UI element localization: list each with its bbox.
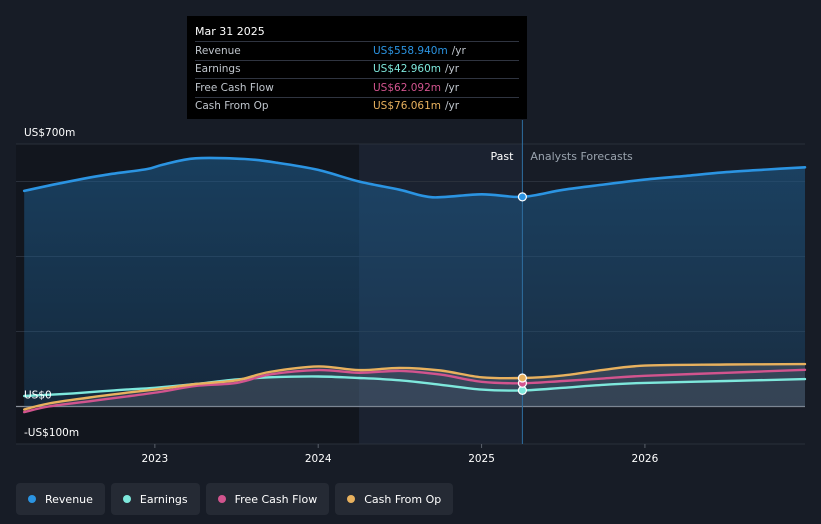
tooltip-unit: /yr: [451, 44, 466, 57]
revenue-area: [24, 157, 805, 407]
tooltip-row-revenue: Revenue US$558.940m /yr: [195, 41, 519, 60]
legend-item-earnings[interactable]: Earnings: [110, 483, 200, 515]
tooltip-unit: /yr: [445, 81, 460, 94]
series-line-cash-from-op: [23, 362, 807, 411]
series-line-earnings: [23, 375, 807, 398]
tooltip-label: Cash From Op: [195, 100, 269, 113]
legend: Revenue Earnings Free Cash Flow Cash Fro…: [16, 483, 454, 515]
present-markers: [517, 192, 527, 395]
marker-cash-from-op: [517, 373, 527, 383]
tooltip-label: Revenue: [195, 44, 241, 57]
tooltip-date: Mar 31 2025: [195, 25, 265, 38]
legend-dot-icon: [217, 495, 226, 503]
x-tick-label: 2026: [632, 453, 659, 465]
tooltip-row-earnings: Earnings US$42.960m /yr: [195, 59, 519, 79]
legend-label: Earnings: [139, 492, 188, 506]
legend-dot-icon: [347, 495, 356, 503]
legend-dot-icon: [28, 495, 36, 503]
legend-label: Cash From Op: [364, 492, 442, 506]
past-label: Past: [490, 150, 514, 163]
y-axis: US$700m US$0 -US$100m: [24, 127, 79, 439]
tooltip-unit: /yr: [445, 63, 460, 76]
forecast-label: Analysts Forecasts: [530, 150, 633, 163]
legend-label: Free Cash Flow: [234, 492, 318, 506]
legend-dot-icon: [122, 495, 131, 503]
x-tick-label: 2025: [468, 453, 495, 465]
y-tick-label: -US$100m: [24, 427, 79, 439]
tooltip-value: US$62.092m: [373, 81, 441, 94]
series-lines: [22, 156, 807, 414]
cashflow-area: [24, 364, 805, 410]
tooltip-value: US$558.940m: [373, 44, 448, 57]
x-tick-label: 2023: [141, 453, 168, 465]
x-axis: 2023 2024 2025 2026: [141, 444, 659, 465]
series-line-free-cash-flow: [23, 368, 807, 414]
tooltip: Mar 31 2025 Revenue US$558.940m /yr Earn…: [187, 16, 527, 119]
legend-item-cash-from-op[interactable]: Cash From Op: [335, 483, 454, 515]
legend-label: Revenue: [45, 492, 93, 506]
tooltip-row-cash-from-op: Cash From Op US$76.061m /yr: [195, 96, 519, 116]
x-tick-label: 2024: [305, 453, 332, 465]
legend-item-revenue[interactable]: Revenue: [16, 483, 105, 515]
legend-item-free-cash-flow[interactable]: Free Cash Flow: [205, 483, 330, 515]
tooltip-value: US$42.960m: [373, 63, 441, 76]
tooltip-row-free-cash-flow: Free Cash Flow US$62.092m /yr: [195, 78, 519, 97]
series-line-revenue: [22, 156, 807, 199]
tooltip-value: US$76.061m: [373, 100, 441, 113]
y-tick-label: US$0: [24, 390, 52, 402]
marker-revenue: [517, 192, 527, 202]
tooltip-label: Free Cash Flow: [195, 81, 274, 94]
tooltip-label: Earnings: [195, 63, 241, 76]
tooltip-unit: /yr: [445, 100, 460, 113]
y-tick-label: US$700m: [24, 127, 75, 139]
